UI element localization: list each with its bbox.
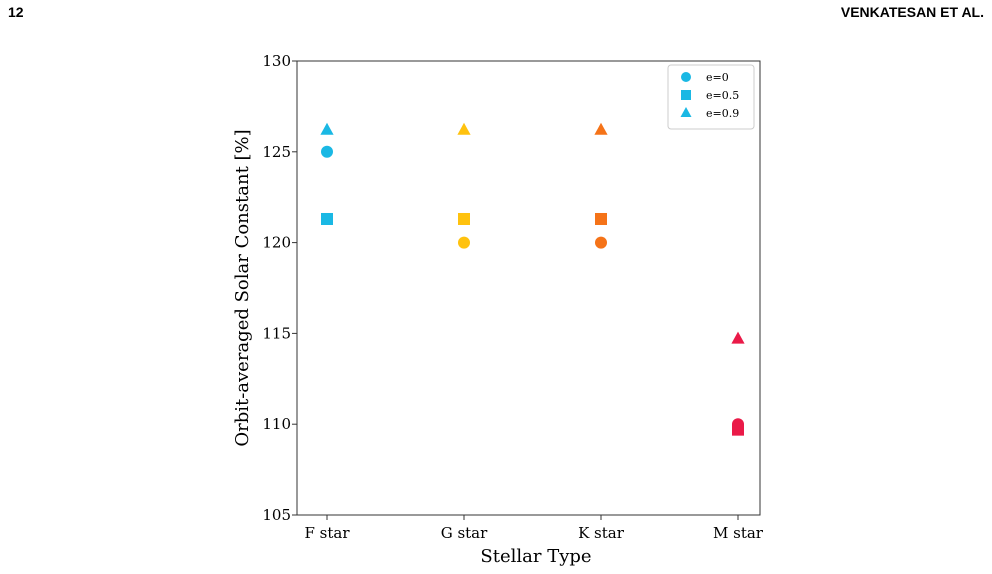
x-tick-label: F star (304, 524, 350, 542)
x-tick-label: M star (713, 524, 764, 542)
point (320, 122, 334, 135)
legend-marker (681, 72, 691, 82)
page-number: 12 (8, 4, 24, 20)
point (594, 122, 608, 135)
y-tick-label: 115 (262, 324, 291, 342)
running-head: VENKATESAN ET AL. (841, 4, 984, 20)
legend-box (667, 64, 755, 130)
point (595, 236, 607, 249)
point (595, 212, 607, 225)
y-tick-label: 110 (262, 415, 291, 433)
x-tick-label: K star (578, 524, 625, 542)
point (458, 236, 470, 249)
legend-marker (680, 107, 692, 117)
point (731, 331, 745, 344)
y-axis-label: Orbit-averaged Solar Constant [%] (232, 129, 253, 446)
point (458, 212, 470, 225)
x-tick-label: G star (441, 524, 488, 542)
legend-marker (681, 90, 691, 100)
point (732, 423, 744, 436)
y-tick-label: 125 (262, 143, 291, 161)
y-tick-label: 105 (262, 506, 291, 524)
point (321, 145, 333, 158)
y-tick-label: 130 (262, 52, 291, 70)
x-axis-label: Stellar Type (480, 546, 591, 567)
y-tick-label: 120 (262, 234, 291, 252)
point (457, 122, 471, 135)
plot-frame (296, 60, 761, 516)
legend-label: e=0.5 (706, 89, 739, 102)
point (321, 212, 333, 225)
legend-label: e=0.9 (706, 107, 739, 120)
legend-label: e=0 (706, 71, 729, 84)
